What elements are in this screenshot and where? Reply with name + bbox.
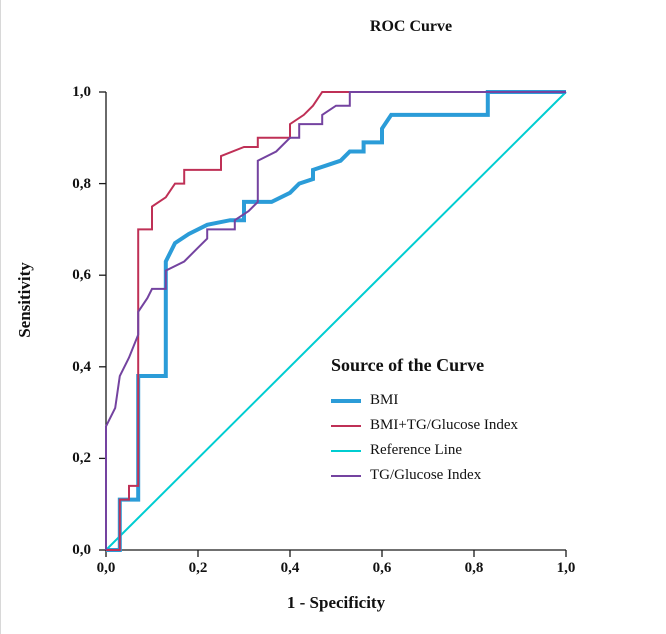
y-tick-label: 0,0: [72, 542, 91, 558]
legend-title: Source of the Curve: [331, 355, 485, 375]
x-tick-label: 1,0: [556, 560, 576, 576]
legend-swatch: [331, 424, 361, 427]
roc-series-line: [105, 91, 567, 551]
x-tick-label: 0,2: [188, 560, 208, 576]
legend-item: BMI+TG/Glucose Index: [331, 413, 518, 438]
x-tick-label: 0,4: [280, 560, 300, 576]
legend-item: TG/Glucose Index: [331, 463, 518, 488]
x-axis-label: 1 - Specificity: [286, 593, 386, 612]
legend-item: BMI: [331, 388, 518, 413]
legend-swatch: [331, 398, 361, 403]
legend-item-label: Reference Line: [370, 442, 463, 458]
roc-series-line: [106, 91, 566, 551]
legend-item: Reference Line: [331, 438, 518, 463]
x-tick-label: 0,6: [372, 560, 392, 576]
y-tick-label: 0,6: [72, 267, 91, 284]
y-tick-label: 1,0: [72, 84, 91, 100]
legend-item-label: BMI+TG/Glucose Index: [370, 417, 519, 433]
y-tick-label: 0,2: [72, 450, 91, 467]
x-tick-label: 0,0: [96, 560, 116, 576]
legend-item-label: TG/Glucose Index: [370, 467, 482, 483]
legend: Source of the Curve BMI BMI+TG/Glucose In…: [331, 355, 518, 488]
roc-series-line: [106, 90, 566, 552]
y-tick-label: 0,4: [72, 358, 91, 375]
legend-swatch: [331, 474, 361, 477]
legend-items: BMI BMI+TG/Glucose Index Reference Line TG/…: [331, 388, 518, 488]
y-tick-label: 0,8: [72, 175, 91, 192]
legend-item-label: BMI: [370, 392, 399, 408]
roc-series-line: [105, 91, 566, 550]
legend-swatch: [331, 449, 361, 452]
x-tick-label: 0,8: [464, 560, 484, 576]
chart-title: ROC Curve: [369, 18, 453, 35]
